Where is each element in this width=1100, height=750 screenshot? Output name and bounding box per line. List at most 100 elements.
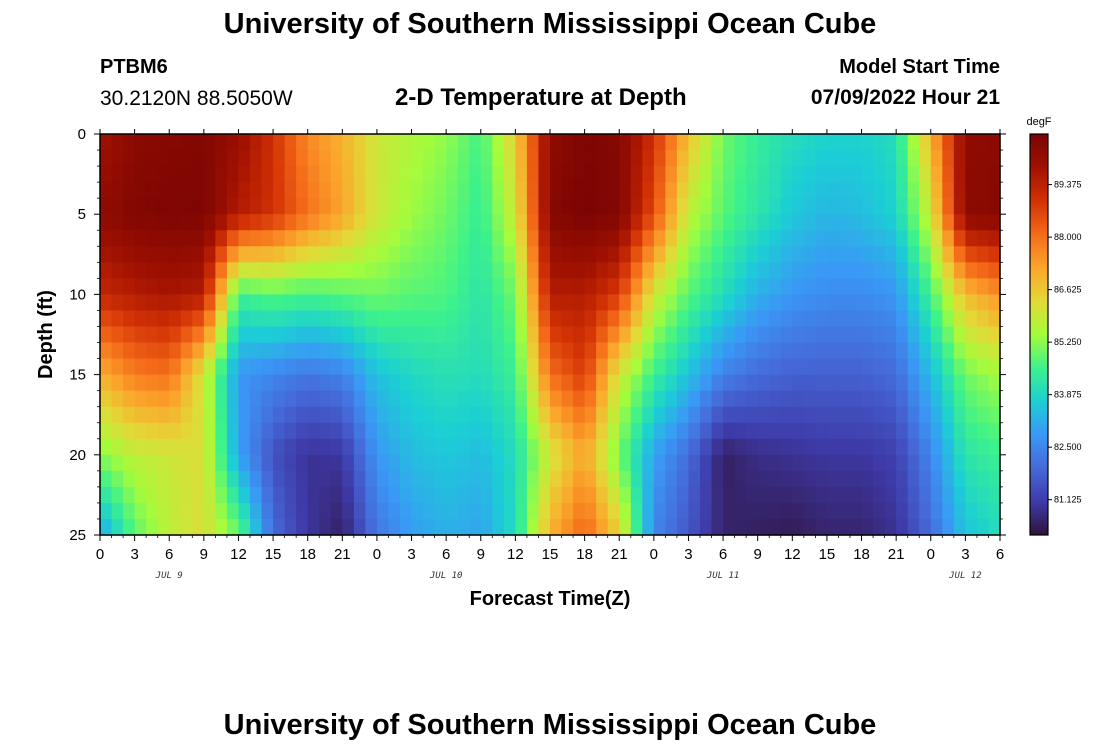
- heatmap-cell: [700, 342, 713, 360]
- heatmap-cell: [919, 342, 932, 360]
- heatmap-cell: [400, 470, 413, 488]
- heatmap-cell: [457, 150, 470, 167]
- heatmap-cell: [642, 230, 655, 247]
- heatmap-cell: [607, 198, 620, 215]
- heatmap-cell: [400, 150, 413, 167]
- heatmap-cell: [653, 390, 666, 408]
- heatmap-cell: [873, 326, 886, 344]
- heatmap-cell: [884, 358, 897, 376]
- heatmap-cell: [676, 230, 690, 247]
- heatmap-cell: [284, 326, 297, 344]
- heatmap-cell: [353, 406, 366, 424]
- heatmap-cell: [180, 278, 193, 295]
- heatmap-cell: [976, 374, 990, 392]
- heatmap-cell: [446, 406, 459, 424]
- heatmap-cell: [619, 422, 632, 440]
- heatmap-cell: [111, 502, 124, 520]
- heatmap-cell: [907, 486, 920, 504]
- heatmap-cell: [746, 518, 759, 536]
- heatmap-cell: [526, 198, 540, 215]
- heatmap-cell: [757, 438, 770, 456]
- heatmap-cell: [446, 454, 459, 472]
- heatmap-cell: [930, 246, 943, 263]
- heatmap-cell: [815, 230, 828, 247]
- heatmap-cell: [215, 182, 228, 199]
- heatmap-cell: [861, 278, 874, 295]
- heatmap-cell: [526, 294, 540, 312]
- heatmap-cell: [446, 502, 459, 520]
- heatmap-cell: [550, 422, 563, 440]
- heatmap-cell: [376, 294, 390, 312]
- heatmap-cell: [688, 518, 701, 536]
- heatmap-cell: [457, 182, 470, 199]
- heatmap-cell: [353, 166, 366, 183]
- heatmap-cell: [676, 310, 690, 328]
- heatmap-cell: [515, 518, 528, 536]
- colorbar-label: 86.625: [1054, 285, 1082, 295]
- heatmap-cell: [238, 406, 251, 424]
- heatmap-cell: [976, 134, 990, 151]
- heatmap-cell: [203, 486, 216, 504]
- heatmap-cell: [157, 470, 170, 488]
- heatmap-cell: [261, 182, 274, 199]
- heatmap-cell: [561, 310, 574, 328]
- heatmap-cell: [192, 198, 205, 215]
- heatmap-cell: [815, 326, 828, 344]
- heatmap-cell: [838, 390, 851, 408]
- heatmap-cell: [123, 358, 136, 376]
- heatmap-cell: [803, 470, 816, 488]
- heatmap-cell: [700, 502, 713, 520]
- heatmap-cell: [492, 262, 505, 279]
- heatmap-cell: [873, 390, 886, 408]
- heatmap-cell: [146, 198, 159, 215]
- heatmap-cell: [526, 518, 540, 536]
- heatmap-cell: [815, 182, 828, 199]
- heatmap-cell: [226, 422, 240, 440]
- heatmap-cell: [746, 150, 759, 167]
- heatmap-cell: [861, 182, 874, 199]
- heatmap-cell: [953, 406, 966, 424]
- heatmap-cell: [746, 470, 759, 488]
- heatmap-cell: [873, 246, 886, 263]
- heatmap-cell: [192, 470, 205, 488]
- heatmap-cell: [515, 406, 528, 424]
- heatmap-cell: [803, 134, 816, 151]
- heatmap-cell: [746, 454, 759, 472]
- heatmap-cell: [596, 310, 609, 328]
- heatmap-cell: [861, 262, 874, 279]
- heatmap-cell: [630, 502, 643, 520]
- heatmap-cell: [434, 262, 447, 279]
- heatmap-cell: [561, 422, 574, 440]
- heatmap-cell: [123, 326, 136, 344]
- heatmap-cell: [596, 230, 609, 247]
- heatmap-cell: [353, 230, 366, 247]
- heatmap-cell: [307, 342, 320, 360]
- heatmap-cell: [573, 422, 586, 440]
- heatmap-cell: [411, 246, 424, 263]
- heatmap-cell: [607, 214, 620, 231]
- heatmap-cell: [988, 134, 1001, 151]
- heatmap-cell: [319, 310, 332, 328]
- heatmap-cell: [780, 390, 793, 408]
- heatmap-cell: [653, 278, 666, 295]
- heatmap-cell: [284, 182, 297, 199]
- heatmap-cell: [769, 438, 782, 456]
- heatmap-cell: [400, 390, 413, 408]
- heatmap-cell: [526, 182, 540, 199]
- heatmap-cell: [353, 502, 366, 520]
- heatmap-cell: [607, 246, 620, 263]
- heatmap-cell: [146, 278, 159, 295]
- colorbar-unit: degF: [1026, 116, 1051, 128]
- heatmap-cell: [700, 406, 713, 424]
- heatmap-cell: [100, 198, 113, 215]
- heatmap-cell: [203, 134, 216, 151]
- heatmap-cell: [584, 134, 597, 151]
- heatmap-cell: [607, 150, 620, 167]
- heatmap-cell: [746, 326, 759, 344]
- heatmap-cell: [100, 150, 113, 167]
- heatmap-cell: [803, 166, 816, 183]
- heatmap-cell: [688, 422, 701, 440]
- heatmap-cell: [157, 518, 170, 536]
- heatmap-cell: [607, 310, 620, 328]
- heatmap-cell: [330, 198, 343, 215]
